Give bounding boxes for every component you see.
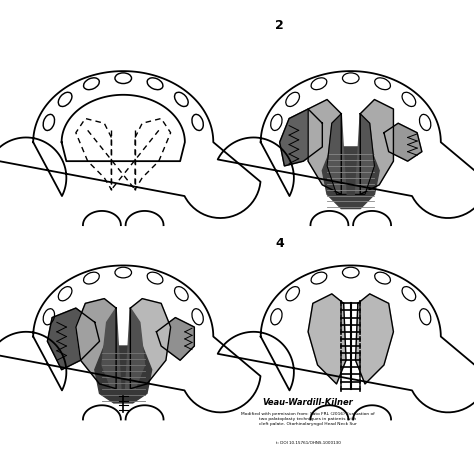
- Text: 4: 4: [275, 237, 284, 250]
- Polygon shape: [360, 100, 393, 194]
- Polygon shape: [0, 265, 261, 412]
- Polygon shape: [218, 71, 474, 218]
- Polygon shape: [322, 147, 379, 209]
- Polygon shape: [327, 114, 346, 194]
- Polygon shape: [0, 71, 261, 218]
- Polygon shape: [95, 346, 152, 403]
- Polygon shape: [156, 318, 194, 360]
- Polygon shape: [130, 299, 171, 389]
- Polygon shape: [218, 265, 474, 412]
- Text: Veau-Wardill-Kilner: Veau-Wardill-Kilner: [263, 398, 354, 407]
- Polygon shape: [356, 294, 393, 384]
- Polygon shape: [308, 294, 346, 384]
- Polygon shape: [308, 100, 341, 194]
- Polygon shape: [356, 114, 374, 194]
- Polygon shape: [47, 308, 100, 370]
- Text: 2: 2: [275, 19, 284, 32]
- Polygon shape: [102, 308, 121, 389]
- Polygon shape: [76, 299, 116, 389]
- Polygon shape: [280, 109, 322, 166]
- Text: Modified with permission from: Sato FRL (2016) Evaluation of
two palatoplasty te: Modified with permission from: Sato FRL …: [241, 412, 375, 426]
- Polygon shape: [126, 308, 145, 389]
- Text: t: DOI 10.15761/OHNS.1000130: t: DOI 10.15761/OHNS.1000130: [276, 441, 340, 445]
- Polygon shape: [384, 123, 422, 161]
